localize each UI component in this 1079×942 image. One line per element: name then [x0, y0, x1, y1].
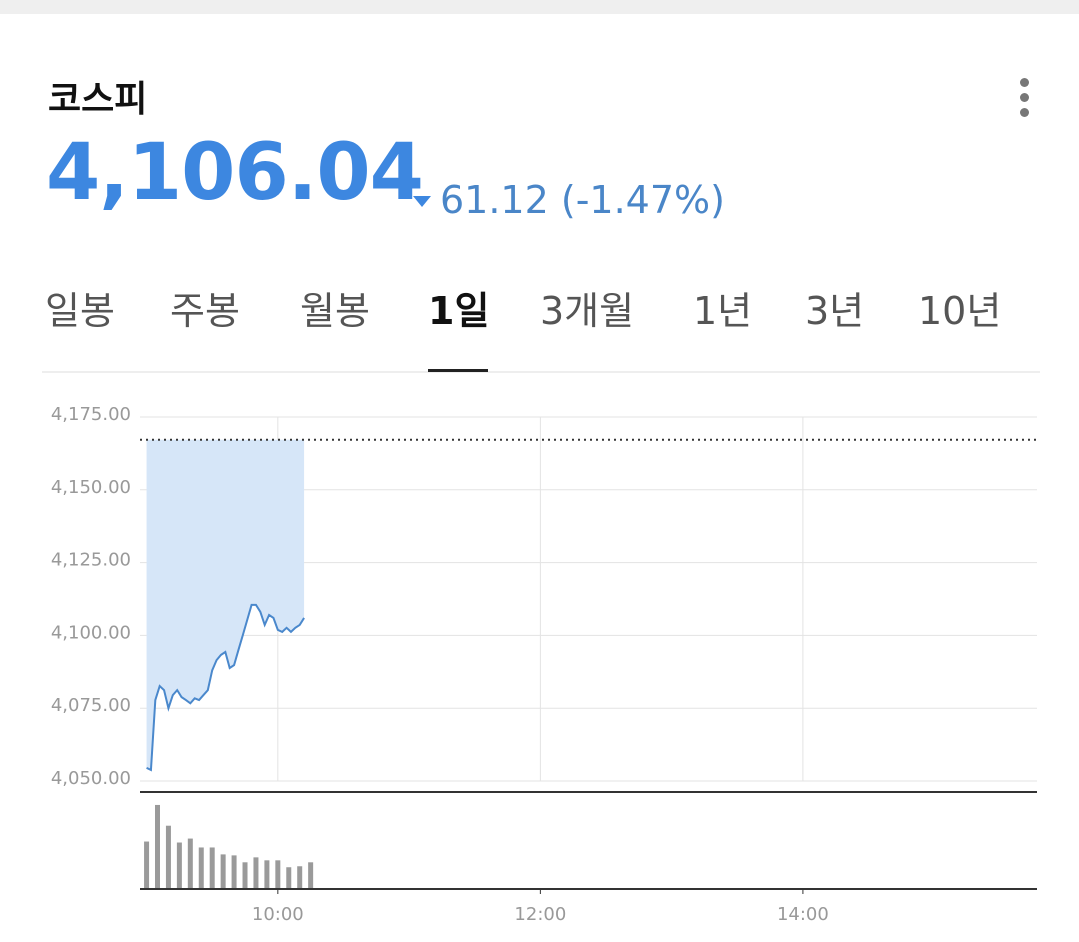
- period-tab[interactable]: 3개월: [540, 289, 635, 333]
- price: 4,106.04: [46, 128, 424, 218]
- status-bar: [0, 0, 1079, 14]
- volume-bar: [264, 860, 270, 889]
- volume-bar: [286, 867, 292, 889]
- index-title: 코스피: [48, 79, 148, 120]
- price-line: [146, 603, 305, 772]
- tab-divider: [42, 371, 1040, 373]
- volume-bar: [187, 838, 193, 889]
- volume-bar: [297, 866, 303, 889]
- y-tick-label: 4,075.00: [51, 695, 131, 716]
- period-tabs: 일봉 주봉 월봉 1일 3개월 1년 3년 10년: [0, 280, 1079, 340]
- period-tab[interactable]: 1년: [693, 289, 753, 333]
- y-tick-label: 4,100.00: [51, 622, 131, 643]
- chart: 4,050.00 4,075.00 4,100.00 4,125.00 4,150.00…: [51, 404, 1037, 925]
- x-tick-label: 14:00: [777, 904, 829, 925]
- period-tab[interactable]: 1일: [428, 289, 490, 333]
- more-menu[interactable]: [1020, 78, 1032, 123]
- volume-bar: [209, 847, 215, 889]
- down-arrow: [413, 196, 431, 207]
- x-tick-label: 12:00: [514, 904, 566, 925]
- period-tab[interactable]: 월봉: [300, 289, 370, 333]
- period-tab[interactable]: 3년: [805, 289, 865, 333]
- y-tick-label: 4,125.00: [51, 550, 131, 571]
- area-fill: [146, 439, 305, 770]
- tab-underline: [428, 369, 488, 372]
- y-tick-label: 4,050.00: [51, 768, 131, 789]
- volume-bar: [275, 860, 281, 889]
- volume-bar: [220, 854, 226, 889]
- volume-bar: [253, 857, 259, 889]
- volume-bar: [165, 825, 171, 889]
- x-tick-label: 10:00: [252, 904, 304, 925]
- period-tab[interactable]: 주봉: [170, 289, 240, 333]
- volume-bar: [198, 847, 204, 889]
- volume-bar: [176, 842, 182, 889]
- y-tick-label: 4,175.00: [51, 404, 131, 425]
- price-change: 61.12 (-1.47%): [440, 178, 725, 222]
- volume-bar: [242, 862, 248, 889]
- volume-bar: [155, 804, 161, 889]
- volume-bar: [144, 841, 150, 889]
- period-tab[interactable]: 10년: [918, 289, 1002, 333]
- volume-bar: [231, 855, 237, 889]
- y-tick-label: 4,150.00: [51, 477, 131, 498]
- period-tab[interactable]: 일봉: [45, 289, 115, 333]
- volume-bar: [308, 862, 314, 889]
